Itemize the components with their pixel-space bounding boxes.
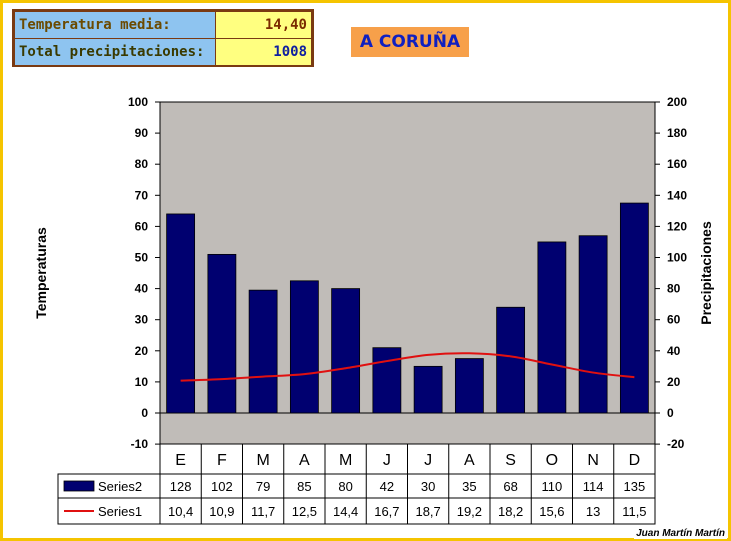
- temperature-line: [180, 352, 635, 382]
- y2-tick-label: 40: [667, 344, 681, 358]
- y-tick-label: 100: [128, 95, 148, 109]
- y-tick-label: 0: [141, 406, 148, 420]
- y2-tick-label: 80: [667, 282, 681, 296]
- temperature-value: 13: [586, 504, 600, 519]
- temperature-value: 18,2: [498, 504, 523, 519]
- y-tick-label: 50: [135, 251, 149, 265]
- category-label: N: [587, 452, 599, 469]
- mean-temperature-label: Temperatura media:: [15, 12, 215, 38]
- temperature-value: 10,4: [168, 504, 193, 519]
- category-label: J: [424, 452, 432, 469]
- precipitation-value: 102: [211, 479, 233, 494]
- precipitation-bar: [496, 306, 526, 414]
- y-tick-label: 70: [135, 188, 149, 202]
- precipitation-bar: [166, 213, 196, 414]
- precipitation-bar: [619, 202, 649, 414]
- precipitation-value: 68: [503, 479, 517, 494]
- plot-area: [159, 101, 656, 445]
- y2-tick-label: 180: [667, 126, 687, 140]
- precipitation-bar: [372, 347, 402, 414]
- total-precipitation-row: Total precipitaciones: 1008: [15, 38, 311, 65]
- temperature-value: 10,9: [209, 504, 234, 519]
- temperature-value: 11,7: [251, 504, 275, 519]
- temperature-value: 16,7: [374, 504, 399, 519]
- y2-tick-label: 0: [667, 406, 674, 420]
- precipitation-bar: [207, 253, 237, 414]
- precipitation-value: 85: [297, 479, 311, 494]
- category-label: A: [299, 452, 310, 469]
- precipitation-value: 42: [380, 479, 394, 494]
- category-label: J: [383, 452, 391, 469]
- author-credit: Juan Martín Martín: [634, 528, 727, 539]
- precipitation-bar: [413, 365, 443, 414]
- y-tick-label: 20: [135, 344, 149, 358]
- temperature-value: 12,5: [292, 504, 317, 519]
- summary-box: Temperatura media: 14,40 Total precipita…: [12, 9, 314, 67]
- precipitation-value: 114: [583, 479, 604, 494]
- temperature-value: 11,5: [622, 504, 646, 519]
- series1-legend-label: Series1: [98, 504, 142, 519]
- precipitation-value: 30: [421, 479, 435, 494]
- y2-tick-label: 120: [667, 219, 687, 233]
- category-label: M: [339, 452, 352, 469]
- precipitation-value: 128: [170, 479, 192, 494]
- series2-legend-key: [63, 480, 95, 492]
- category-label: E: [175, 452, 186, 469]
- y2-tick-label: 60: [667, 313, 681, 327]
- y2-tick-label: 200: [667, 95, 687, 109]
- category-label: M: [256, 452, 269, 469]
- y-tick-label: 10: [135, 375, 149, 389]
- precipitation-bar: [578, 235, 608, 414]
- precipitation-bar: [248, 289, 278, 414]
- table-body: [57, 473, 656, 525]
- temperature-value: 19,2: [457, 504, 482, 519]
- y2-tick-label: 20: [667, 375, 681, 389]
- temperature-value: 15,6: [539, 504, 564, 519]
- precipitation-value: 110: [542, 479, 563, 494]
- category-label: O: [546, 452, 558, 469]
- mean-temperature-value: 14,40: [215, 12, 311, 38]
- category-label: F: [217, 452, 227, 469]
- precipitation-value: 79: [256, 479, 270, 494]
- total-precipitation-label: Total precipitaciones:: [15, 39, 215, 65]
- category-label: S: [505, 452, 516, 469]
- y2-tick-label: 160: [667, 157, 687, 171]
- y-tick-label: -10: [131, 437, 149, 451]
- mean-temperature-row: Temperatura media: 14,40: [15, 12, 311, 38]
- chart-title: A CORUÑA: [351, 27, 469, 57]
- category-label: D: [629, 452, 641, 469]
- y-tick-label: 90: [135, 126, 149, 140]
- precipitation-value: 35: [462, 479, 476, 494]
- precipitation-bar: [331, 288, 361, 414]
- y2-axis-title: Precipitaciones: [698, 221, 714, 325]
- precipitation-value: 135: [624, 479, 646, 494]
- total-precipitation-value: 1008: [215, 39, 311, 65]
- precipitation-value: 80: [338, 479, 352, 494]
- y-axis-title: Temperaturas: [33, 227, 49, 319]
- precipitation-bar: [537, 241, 567, 414]
- precipitation-bar: [289, 280, 319, 414]
- temperature-value: 14,4: [333, 504, 358, 519]
- temperature-value: 18,7: [415, 504, 440, 519]
- y-tick-label: 30: [135, 313, 149, 327]
- precipitation-bar: [454, 358, 484, 414]
- series2-legend-label: Series2: [98, 479, 142, 494]
- y-tick-label: 60: [135, 219, 149, 233]
- y2-tick-label: 100: [667, 251, 687, 265]
- category-label: A: [464, 452, 475, 469]
- y2-tick-label: -20: [667, 437, 685, 451]
- y2-tick-label: 140: [667, 188, 687, 202]
- y-tick-label: 80: [135, 157, 149, 171]
- y-tick-label: 40: [135, 282, 149, 296]
